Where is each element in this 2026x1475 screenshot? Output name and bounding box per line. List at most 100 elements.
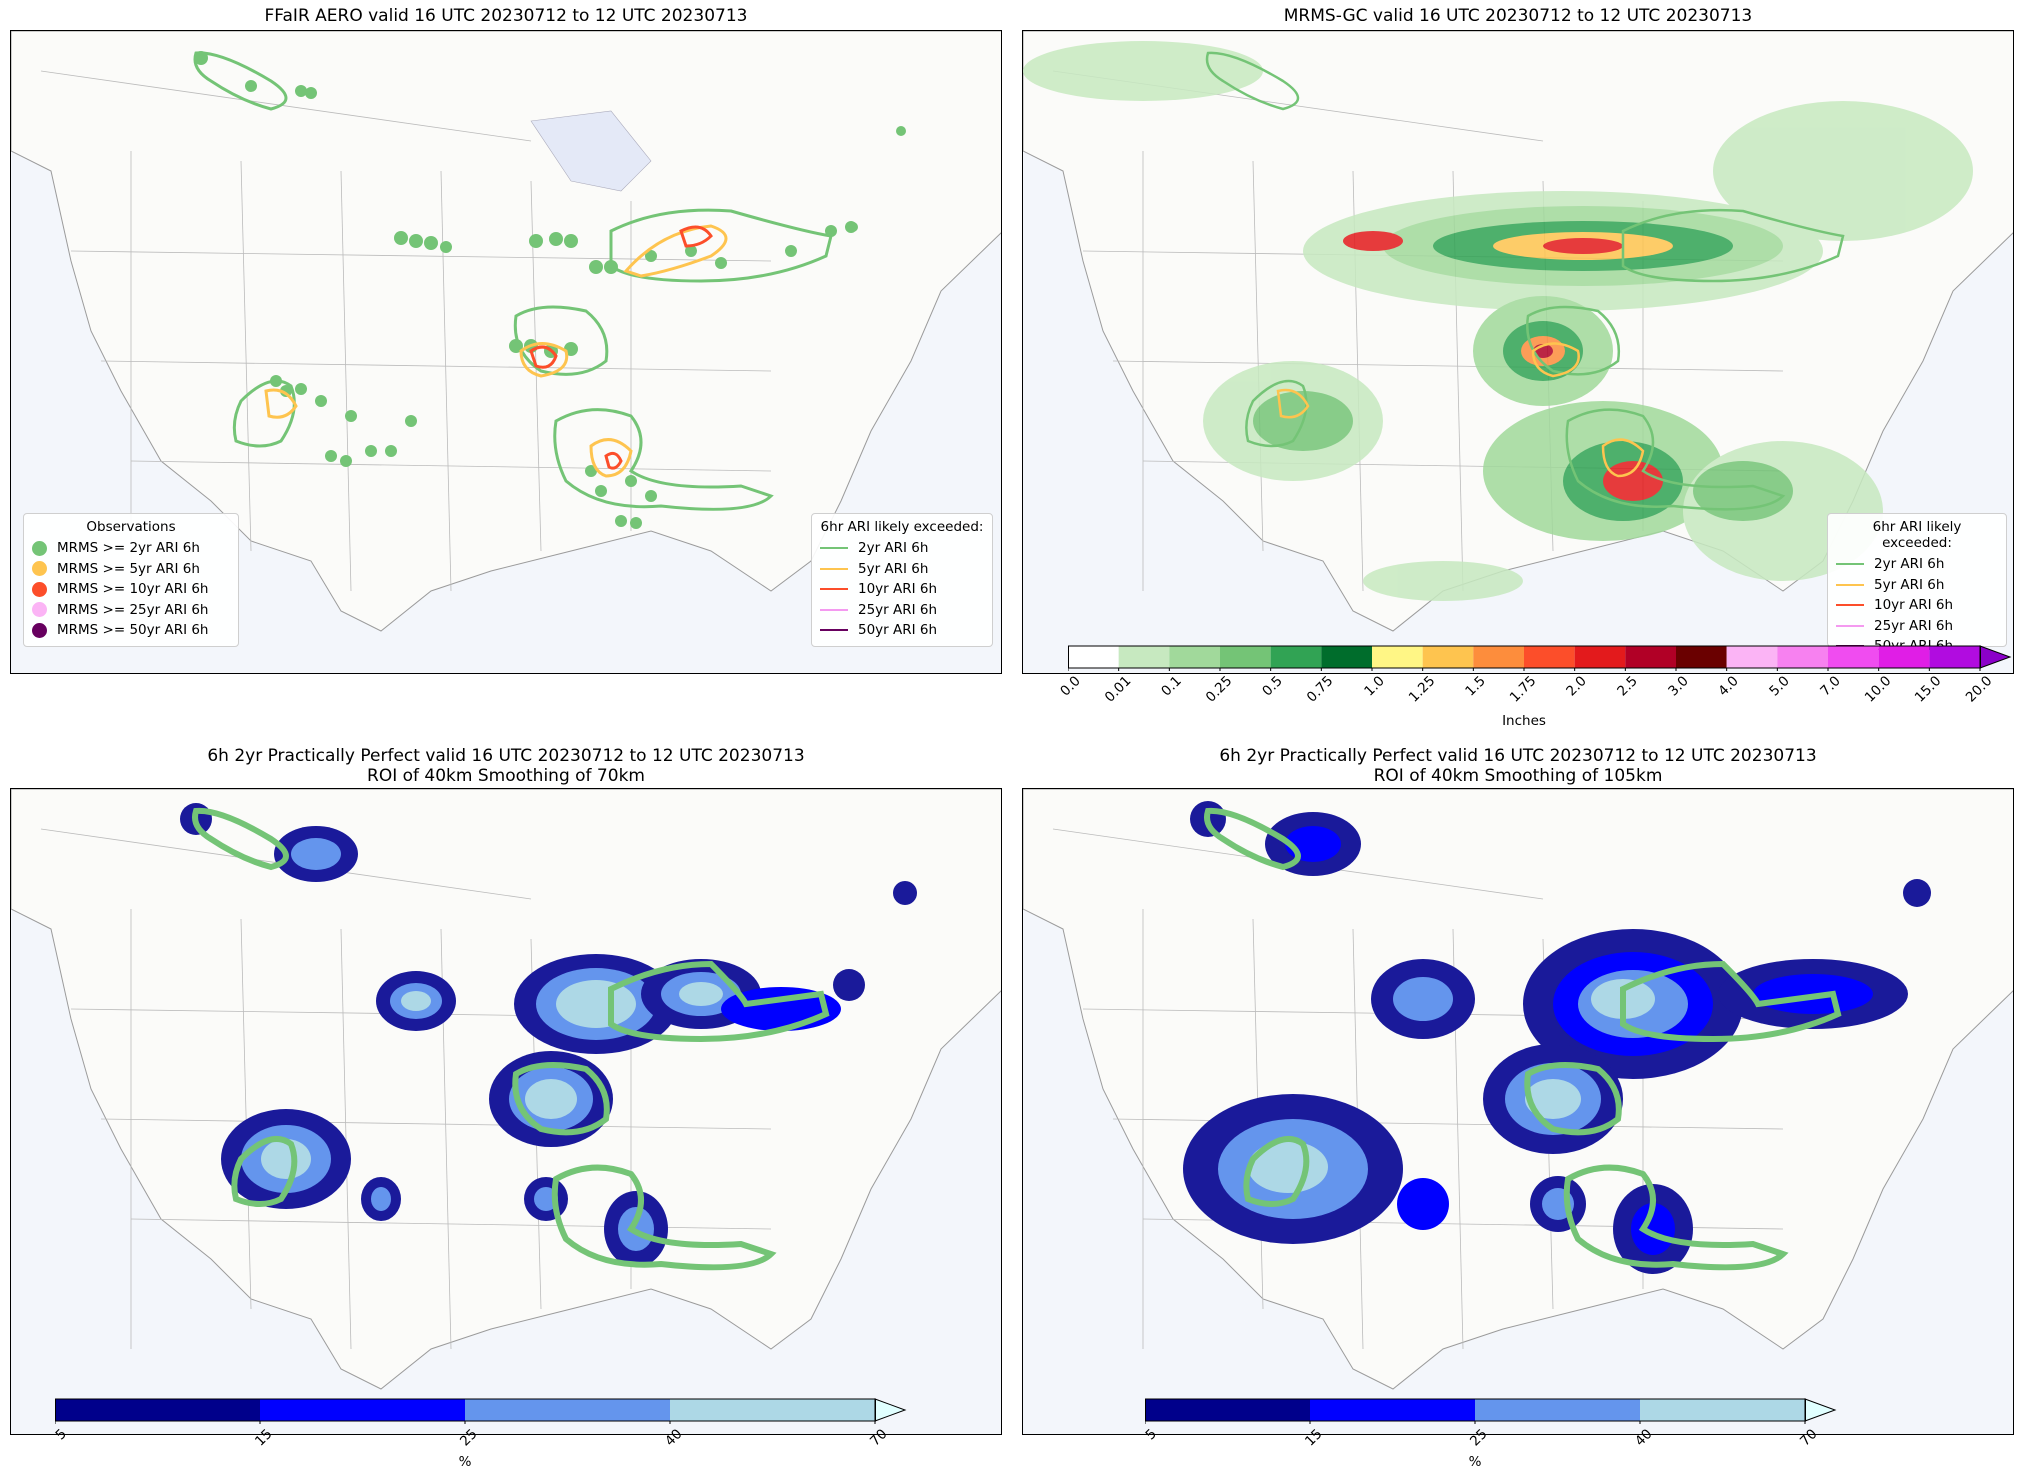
colorbar-swatch [1169,646,1220,668]
legend-label: 50yr ARI 6h [858,622,938,639]
colorbar-swatch [1475,1399,1640,1421]
colorbar-tick-label: 25 [1466,1426,1491,1450]
colorbar-tick-label: 0.01 [1101,673,1134,706]
panel-2-title: MRMS-GC valid 16 UTC 20230712 to 12 UTC … [1283,6,1753,26]
colorbar-tick-label: 1.75 [1506,673,1540,706]
colorbar-swatch [1422,646,1474,668]
legend-label: MRMS >= 50yr ARI 6h [57,622,209,639]
colorbar-tick-label: 3.0 [1664,673,1692,700]
legend-line [1836,604,1864,607]
legend-label: 5yr ARI 6h [858,560,929,577]
legend-line [1836,624,1864,627]
legend-line [820,608,848,611]
precip-colorbar: 0.0 0.01 0.1 0.25 0.5 0.75 1.0 1.25 1.5 1.75 2.0 2.… [1057,645,2018,745]
panel-4-title: 6h 2yr Practically Perfect valid 16 UTC … [1022,746,2014,786]
precip-colorbar-swatches [1067,645,2012,671]
pct-colorbar-swatches [1144,1398,1837,1424]
panel-3-title-line1: 6h 2yr Practically Perfect valid 16 UTC … [207,746,805,766]
legend-item: 2yr ARI 6h [820,538,984,559]
legend-dot [32,622,47,638]
colorbar-swatch [1068,646,1119,668]
colorbar-tick-label: 0.25 [1202,673,1236,706]
colorbar-swatch [1878,646,1930,668]
legend-item: MRMS >= 10yr ARI 6h [32,579,230,600]
colorbar-tick-label: 70 [866,1426,891,1450]
map-panel-pp-70km [10,788,1002,1435]
land [11,31,1001,632]
colorbar-tick-label: 1.5 [1462,673,1489,700]
colorbar-tick-label: 2.5 [1614,673,1641,700]
colorbar-tick-label: 5 [1142,1426,1161,1444]
map-panel-mrms: 6hr ARI likely exceeded: 2yr ARI 6h 5yr … [1022,30,2014,674]
colorbar-swatch [1473,646,1524,668]
colorbar-swatch [1726,646,1778,668]
legend-label: 2yr ARI 6h [858,540,929,557]
legend-dot [32,540,47,556]
legend-item: 2yr ARI 6h [1836,554,1998,575]
pct-colorbar-left: 5 15 25 40 70 % [52,1398,955,1473]
colorbar-swatch [1321,646,1372,668]
ari-contours [192,807,830,1271]
colorbar-tick-label: 15 [1301,1426,1326,1450]
colorbar-swatch [1929,646,1980,668]
legend-dot [32,602,47,618]
ari-legend-title: 6hr ARI likely exceeded: [1872,519,1962,551]
colorbar-swatch [670,1399,875,1421]
colorbar-swatch [1118,646,1170,668]
observations-legend-title: Observations [86,519,176,535]
map-pp70-svg [11,789,1001,1390]
colorbar-swatch [1625,646,1676,668]
legend-label: MRMS >= 5yr ARI 6h [57,560,200,577]
colorbar-tick-label: 0.75 [1304,673,1337,706]
map-pp105-svg [1023,789,2013,1390]
ari-contours [1205,51,1845,511]
pct-colorbar-label: % [1468,1454,1482,1470]
map-panel-pp-105km [1022,788,2014,1435]
legend-line [820,588,848,591]
legend-line [820,567,848,570]
colorbar-tick-label: 40 [661,1426,686,1450]
legend-item: 10yr ARI 6h [820,579,984,600]
legend-dot [32,561,47,577]
ari-contours [1204,807,1842,1271]
colorbar-tick-label: 5 [52,1426,71,1444]
panel-1-title: FFaIR AERO valid 16 UTC 20230712 to 12 U… [264,6,748,26]
colorbar-extend-arrow [1804,1398,1837,1422]
colorbar-tick-label: 0.5 [1259,673,1286,700]
legend-item: MRMS >= 50yr ARI 6h [32,620,230,641]
colorbar-swatch [1145,1399,1310,1421]
legend-line [1836,583,1864,586]
colorbar-swatch [1372,646,1423,668]
colorbar-extend-arrow [1979,645,2012,669]
legend-label: 2yr ARI 6h [1874,556,1945,573]
colorbar-swatch [1828,646,1879,668]
pct-colorbar-swatches [54,1398,907,1424]
legend-item: 25yr ARI 6h [820,600,984,621]
observations-legend: Observations MRMS >= 2yr ARI 6h MRMS >= … [23,513,239,647]
colorbar-swatch [1574,646,1626,668]
colorbar-tick-label: 7.0 [1816,673,1844,700]
colorbar-tick-label: 25 [456,1426,481,1450]
colorbar-tick-label: 1.0 [1360,673,1388,700]
colorbar-swatch [1220,646,1271,668]
colorbar-tick-label: 20.0 [1962,673,1996,706]
pct-colorbar-label: % [458,1454,472,1470]
legend-label: 10yr ARI 6h [858,581,938,598]
colorbar-tick-label: 0.0 [1056,673,1084,700]
pct-colorbar-right: 5 15 25 40 70 % [1142,1398,1945,1473]
colorbar-tick-label: 70 [1796,1426,1821,1450]
legend-item: MRMS >= 2yr ARI 6h [32,538,230,559]
colorbar-swatch [260,1399,465,1421]
legend-item: 5yr ARI 6h [820,559,984,580]
legend-line [1836,563,1864,566]
legend-item: 5yr ARI 6h [1836,575,1998,596]
panel-3-title-line2: ROI of 40km Smoothing of 70km [367,766,645,786]
colorbar-swatch [1270,646,1322,668]
colorbar-swatch [1524,646,1575,668]
colorbar-tick-label: 15.0 [1912,673,1945,706]
colorbar-extend-arrow [874,1398,907,1422]
legend-item: MRMS >= 25yr ARI 6h [32,600,230,621]
colorbar-tick-label: 2.0 [1563,673,1590,700]
legend-line [820,547,848,550]
colorbar-swatch [1640,1399,1805,1421]
